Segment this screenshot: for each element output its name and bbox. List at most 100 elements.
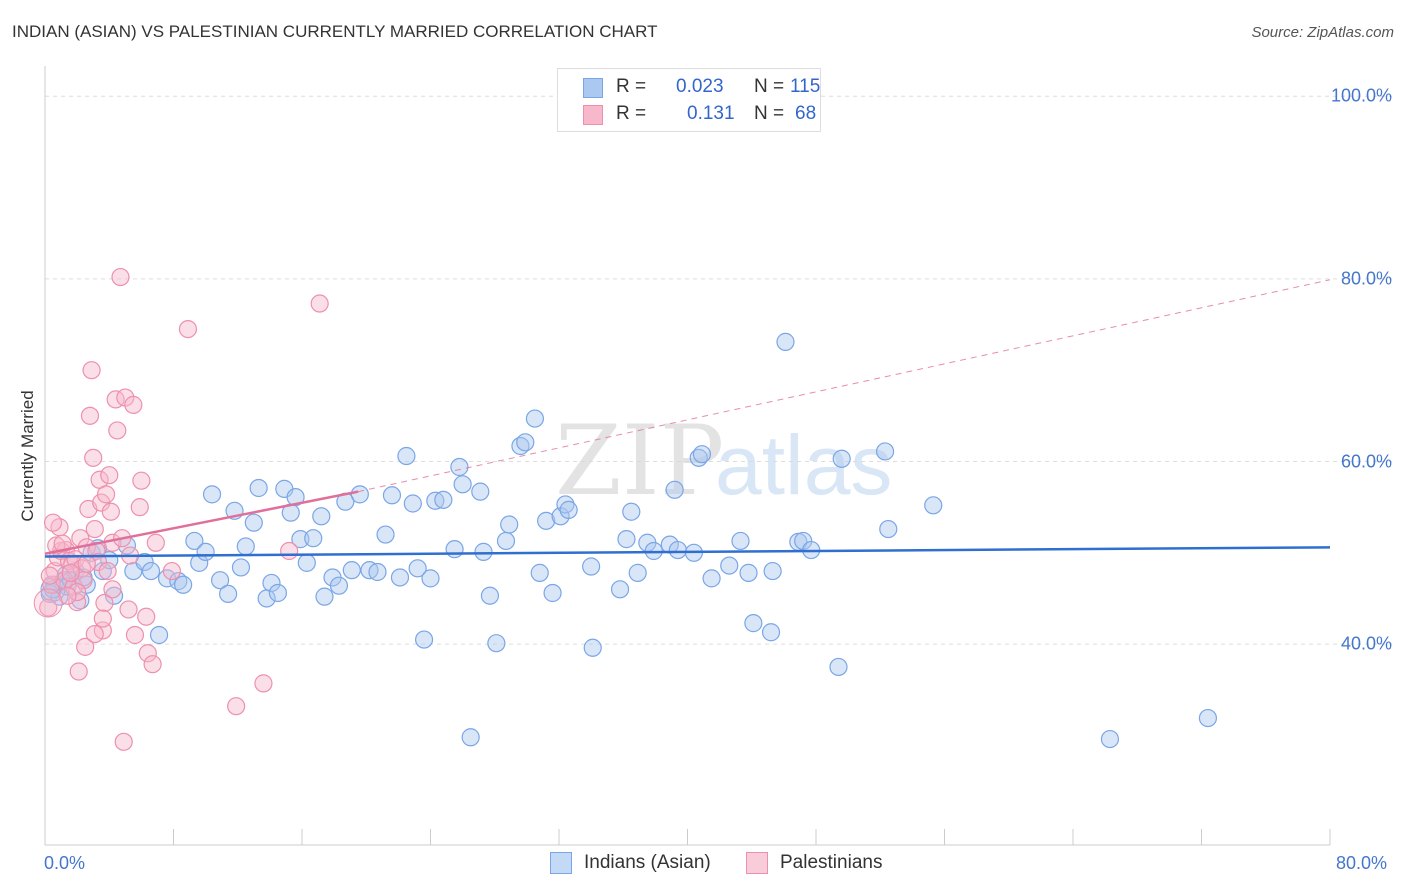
- data-point: [543, 583, 562, 603]
- data-point: [210, 571, 230, 590]
- data-point: [763, 561, 782, 581]
- data-point: [408, 559, 427, 578]
- data-point: [185, 531, 204, 551]
- data-point: [174, 575, 193, 594]
- data-point: [692, 445, 712, 464]
- data-point: [76, 637, 95, 656]
- data-point: [500, 515, 519, 534]
- data-point: [304, 529, 323, 548]
- trend-lines: [44, 279, 1331, 558]
- stats-box: R = 0.023 N = 115 R = 0.131 N = 68: [557, 68, 821, 132]
- trend-line-1: [44, 490, 359, 555]
- axes: [44, 66, 1331, 846]
- data-point: [582, 557, 601, 576]
- data-point: [162, 561, 181, 581]
- data-point: [68, 593, 87, 612]
- data-point: [312, 507, 331, 526]
- data-point: [43, 513, 63, 532]
- data-point: [559, 500, 578, 519]
- data-point: [461, 728, 480, 747]
- data-point: [69, 662, 88, 681]
- data-point: [1100, 729, 1120, 749]
- data-point: [103, 580, 122, 599]
- data-point: [137, 607, 156, 626]
- data-point: [119, 600, 138, 619]
- watermark-atlas: atlas: [715, 418, 892, 512]
- data-point: [227, 697, 246, 716]
- data-point: [149, 625, 169, 645]
- palestinians-swatch: [583, 105, 603, 125]
- data-point: [414, 630, 434, 649]
- chart-title: INDIAN (ASIAN) VS PALESTINIAN CURRENTLY …: [12, 22, 658, 41]
- data-point: [453, 475, 472, 494]
- indians-swatch: [583, 78, 603, 98]
- r-value: 0.131: [687, 103, 735, 124]
- series-indians-points: [40, 332, 1218, 749]
- legend-swatch-indians: [550, 852, 572, 874]
- data-point: [53, 534, 72, 553]
- data-point: [101, 502, 120, 521]
- data-point: [487, 634, 506, 653]
- data-point: [114, 732, 133, 751]
- data-point: [583, 638, 602, 657]
- data-point: [525, 409, 545, 428]
- data-point: [254, 674, 273, 693]
- data-point: [280, 541, 299, 561]
- n-label: N =: [754, 76, 785, 97]
- trend-line-extension-1: [358, 279, 1331, 493]
- data-point: [202, 485, 222, 504]
- data-point: [315, 587, 334, 606]
- data-point: [350, 485, 369, 504]
- data-point: [100, 466, 119, 485]
- n-value: 68: [795, 103, 817, 124]
- y-tick-label: 100.0%: [1330, 85, 1392, 106]
- data-point: [434, 490, 453, 509]
- data-point: [665, 480, 684, 499]
- data-point: [138, 644, 157, 663]
- data-point: [731, 531, 750, 551]
- series-palestinians-points: [33, 267, 329, 751]
- data-point: [875, 442, 895, 461]
- data-point: [249, 478, 268, 498]
- data-point: [88, 552, 108, 572]
- data-point: [58, 586, 77, 605]
- data-point: [132, 471, 151, 490]
- data-point: [329, 576, 349, 595]
- data-point: [93, 609, 112, 628]
- data-point: [829, 657, 848, 677]
- trend-line-0: [44, 546, 1331, 558]
- r-label: R =: [616, 76, 647, 97]
- data-point: [530, 563, 549, 582]
- data-point: [196, 542, 215, 561]
- data-point: [480, 586, 500, 605]
- data-point: [231, 558, 251, 577]
- data-point: [61, 563, 80, 582]
- data-point: [403, 494, 422, 513]
- data-point: [556, 495, 575, 514]
- data-point: [219, 584, 238, 603]
- data-point: [125, 625, 145, 645]
- gridlines: [45, 95, 1392, 645]
- data-point: [244, 513, 263, 532]
- data-point: [82, 361, 101, 380]
- y-tick-label: 60.0%: [1340, 451, 1392, 471]
- data-point: [610, 580, 630, 599]
- data-point: [537, 511, 556, 530]
- data-point: [832, 449, 851, 468]
- data-point: [130, 498, 149, 517]
- data-point: [474, 542, 493, 561]
- data-point: [776, 332, 795, 351]
- n-value: 115: [790, 76, 821, 97]
- data-point: [628, 563, 647, 582]
- data-point: [297, 553, 316, 572]
- legend-swatch-palestinians: [746, 852, 768, 874]
- data-point: [924, 496, 943, 515]
- data-point: [84, 448, 103, 467]
- data-point: [66, 550, 85, 569]
- data-point: [68, 582, 87, 602]
- data-point: [390, 568, 410, 587]
- data-point: [141, 561, 161, 581]
- data-point: [342, 561, 361, 580]
- data-point: [397, 446, 416, 466]
